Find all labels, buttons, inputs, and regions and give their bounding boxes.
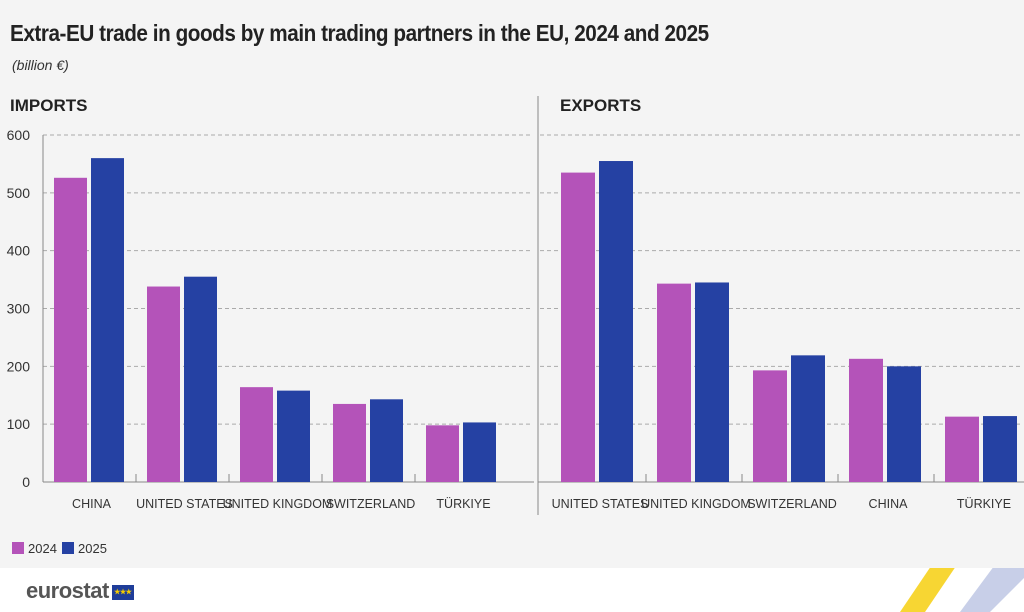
chart-title: Extra-EU trade in goods by main trading …	[10, 20, 709, 46]
footer: eurostat ★★★	[0, 568, 1024, 612]
bar-2025	[91, 158, 124, 482]
bar-2025	[695, 282, 729, 482]
bar-2024	[333, 403, 366, 482]
logo-text: eurostat	[26, 578, 109, 603]
legend-swatch-2024	[12, 542, 24, 554]
y-tick-label: 0	[22, 474, 30, 490]
y-tick-label: 300	[7, 301, 31, 317]
bar-2024	[240, 387, 273, 482]
bar-2024	[561, 172, 595, 482]
x-tick-label: TÜRKIYE	[957, 497, 1011, 511]
y-tick-label: 400	[7, 243, 31, 259]
chart-canvas: IMPORTS 0 100 200 300 400 500 600 CHINA UNITED ST…	[7, 96, 1024, 556]
y-tick-label: 100	[7, 416, 31, 432]
bar-2025	[463, 422, 496, 482]
chart-subtitle: (billion €)	[12, 57, 69, 73]
bar-2024	[147, 286, 180, 482]
bar-2025	[184, 276, 217, 482]
x-tick-label: CHINA	[869, 497, 909, 511]
bar-2025	[277, 390, 310, 482]
bar-2025	[370, 399, 403, 482]
legend-swatch-2025	[62, 542, 74, 554]
bar-2025	[599, 161, 633, 482]
panel-title: IMPORTS	[10, 96, 87, 115]
bar-2024	[849, 358, 883, 482]
x-tick-label: UNITED STATES	[552, 497, 649, 511]
bar-2024	[753, 370, 787, 482]
bar-2024	[657, 283, 691, 482]
y-tick-label: 200	[7, 358, 31, 374]
x-tick-label: UNITED KINGDOM	[223, 497, 333, 511]
x-tick-label: SWITZERLAND	[326, 497, 416, 511]
bar-2024	[426, 425, 459, 482]
y-tick-label: 500	[7, 185, 31, 201]
bar-2024	[945, 416, 979, 482]
panel-title: EXPORTS	[560, 96, 641, 115]
x-tick-label: TÜRKIYE	[436, 497, 490, 511]
decorative-stripes-icon	[900, 568, 1024, 612]
y-tick-label: 600	[7, 127, 31, 143]
x-tick-label: SWITZERLAND	[747, 497, 837, 511]
bar-2025	[791, 355, 825, 482]
x-tick-label: UNITED KINGDOM	[641, 497, 751, 511]
bar-2025	[983, 416, 1017, 482]
bar-2024	[54, 177, 87, 482]
x-tick-label: UNITED STATES	[136, 497, 233, 511]
legend-label: 2025	[78, 541, 107, 556]
eurostat-logo: eurostat ★★★	[26, 578, 134, 604]
eu-flag-icon: ★★★	[111, 584, 134, 600]
bar-2025	[887, 366, 921, 482]
x-tick-label: CHINA	[72, 497, 112, 511]
legend-label: 2024	[28, 541, 57, 556]
